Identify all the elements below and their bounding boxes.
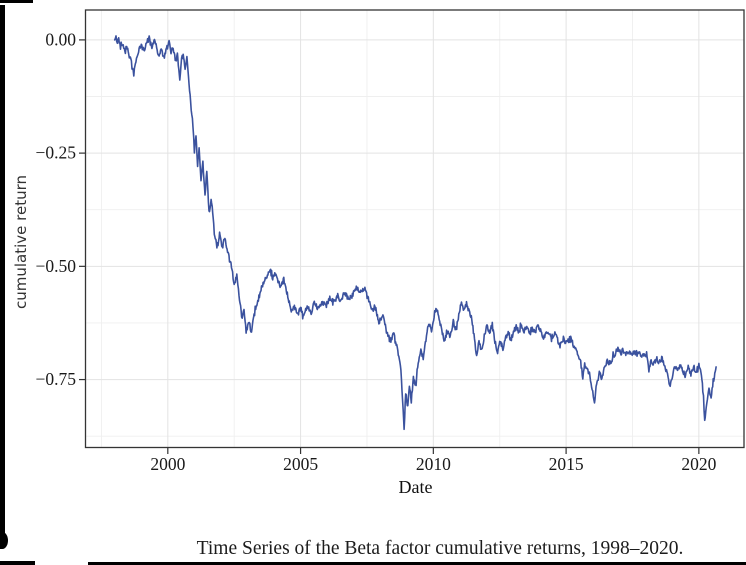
beta-factor-cumulative-returns-chart: 2000 2005 2010 2015 2020 0.00 −0.25 −0.50 −0.75 xyxy=(36,9,745,474)
x-tick-label: 2000 xyxy=(150,454,185,474)
x-axis-title: Date xyxy=(398,477,433,497)
axis-ticks xyxy=(79,39,700,454)
y-tick-label: −0.75 xyxy=(36,369,77,389)
scan-artifact-bottom-left-edge xyxy=(0,561,35,565)
x-tick-label: 2020 xyxy=(681,454,716,474)
figure-caption: Time Series of the Beta factor cumulativ… xyxy=(196,538,684,559)
x-tick-label: 2010 xyxy=(416,454,451,474)
gridlines-minor xyxy=(85,10,744,448)
x-tick-label: 2015 xyxy=(549,454,584,474)
series-line xyxy=(113,35,717,431)
y-axis-title: cumulative return xyxy=(12,174,30,310)
scan-artifact-bottom-edge xyxy=(88,562,746,565)
y-tick-label: −0.25 xyxy=(36,143,77,163)
y-tick-label: 0.00 xyxy=(45,29,76,49)
scan-artifact-left-edge xyxy=(0,5,5,533)
y-tick-label: −0.50 xyxy=(36,256,77,276)
scan-artifact-left-hook xyxy=(0,532,8,549)
panel-border xyxy=(84,9,745,449)
scan-artifact-top-edge xyxy=(0,0,33,3)
axis-tick-labels: 2000 2005 2010 2015 2020 0.00 −0.25 −0.50 −0.75 xyxy=(36,29,717,474)
x-tick-label: 2005 xyxy=(283,454,318,474)
